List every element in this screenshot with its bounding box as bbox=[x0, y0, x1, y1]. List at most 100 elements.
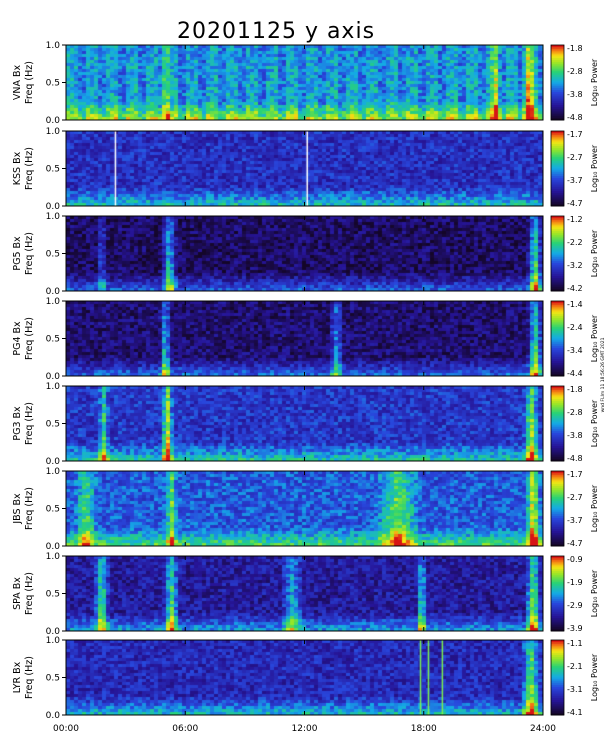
colorbar-segment bbox=[551, 616, 564, 619]
colorbar-segment bbox=[551, 255, 564, 258]
colorbar-label: Log₁₀ Power bbox=[590, 58, 599, 106]
colorbar-segment bbox=[551, 242, 564, 245]
colorbar-segment bbox=[551, 474, 564, 478]
colorbar-segment bbox=[551, 572, 564, 576]
y-axis-unit: Freq (Hz) bbox=[24, 147, 35, 190]
y-tick-label: 0.0 bbox=[46, 711, 61, 721]
colorbar-segment bbox=[551, 140, 564, 143]
colorbar-segment bbox=[551, 342, 564, 345]
colorbar-segment bbox=[551, 84, 564, 87]
y-axis-unit: Freq (Hz) bbox=[24, 572, 35, 615]
colorbar-segment bbox=[551, 519, 564, 523]
colorbar-segment bbox=[551, 58, 564, 61]
colorbar-segment bbox=[551, 54, 564, 57]
colorbar-segment bbox=[551, 101, 564, 104]
colorbar-segment bbox=[551, 711, 564, 714]
colorbar-segment bbox=[551, 249, 564, 253]
colorbar-segment bbox=[551, 166, 564, 169]
colorbar-segment bbox=[551, 471, 564, 474]
colorbar-segment bbox=[551, 276, 564, 279]
colorbar-segment bbox=[551, 67, 564, 70]
colorbar-segment bbox=[551, 253, 564, 256]
colorbar-segment bbox=[551, 240, 564, 243]
colorbar-segment bbox=[551, 707, 564, 710]
colorbar-segment bbox=[551, 501, 564, 504]
colorbar-segment bbox=[551, 56, 564, 59]
colorbar-tick-label: -3.9 bbox=[567, 624, 583, 633]
colorbar-segment bbox=[551, 393, 564, 396]
colorbar-tick-label: -1.8 bbox=[567, 385, 583, 394]
y-tick-label: 1.0 bbox=[46, 552, 61, 562]
colorbar-segment bbox=[551, 683, 564, 686]
y-tick-label: 0.0 bbox=[46, 542, 61, 552]
colorbar-segment bbox=[551, 159, 564, 162]
colorbar-segment bbox=[551, 619, 564, 623]
colorbar-segment bbox=[551, 531, 564, 534]
panel-spa: 0.0 0.5 1.0 SPA Bx Freq (Hz) -0.9 -1.9 -2.9 -3.9… bbox=[12, 552, 599, 637]
colorbar-segment bbox=[551, 277, 564, 281]
colorbar-segment bbox=[551, 131, 564, 134]
colorbar-segment bbox=[551, 567, 564, 570]
colorbar-tick-label: -0.9 bbox=[567, 555, 583, 564]
colorbar-segment bbox=[551, 700, 564, 703]
colorbar-segment bbox=[551, 287, 564, 290]
colorbar-segment bbox=[551, 95, 564, 98]
y-tick-label: 0.0 bbox=[46, 627, 61, 637]
colorbar-segment bbox=[551, 438, 564, 441]
colorbar-segment bbox=[551, 99, 564, 102]
colorbar-segment bbox=[551, 283, 564, 286]
colorbar-segment bbox=[551, 587, 564, 591]
y-tick-label: 0.5 bbox=[46, 165, 60, 175]
colorbar-segment bbox=[551, 434, 564, 438]
colorbar-segment bbox=[551, 312, 564, 315]
colorbar-segment bbox=[551, 666, 564, 669]
colorbar-segment bbox=[551, 649, 564, 652]
colorbar-segment bbox=[551, 647, 564, 650]
colorbar-segment bbox=[551, 586, 564, 589]
panel-kss: 0.0 0.5 1.0 KSS Bx Freq (Hz) -1.7 -2.7 -3.7 -4.7… bbox=[12, 127, 599, 212]
station-label: LYR Bx bbox=[12, 661, 23, 693]
colorbar-segment bbox=[551, 653, 564, 656]
colorbar-segment bbox=[551, 476, 564, 479]
colorbar-segment bbox=[551, 194, 564, 198]
colorbar-segment bbox=[551, 621, 564, 624]
y-tick-label: 0.0 bbox=[46, 457, 61, 467]
colorbar-segment bbox=[551, 402, 564, 406]
colorbar-segment bbox=[551, 351, 564, 354]
colorbar-segment bbox=[551, 489, 564, 493]
colorbar-segment bbox=[551, 559, 564, 563]
colorbar-segment bbox=[551, 90, 564, 93]
colorbar-segment bbox=[551, 225, 564, 228]
station-label: PG3 Bx bbox=[12, 406, 23, 441]
colorbar-segment bbox=[551, 93, 564, 97]
y-tick-label: 0.0 bbox=[46, 372, 61, 382]
colorbar-segment bbox=[551, 612, 564, 615]
y-tick-label: 0.5 bbox=[46, 590, 60, 600]
colorbar-segment bbox=[551, 544, 564, 547]
colorbar-tick-label: -1.4 bbox=[567, 300, 583, 309]
colorbar-segment bbox=[551, 671, 564, 675]
colorbar-segment bbox=[551, 327, 564, 330]
colorbar-segment bbox=[551, 625, 564, 628]
colorbar-segment bbox=[551, 425, 564, 428]
colorbar: -1.8 -2.8 -3.8 -4.8 Log₁₀ Power bbox=[550, 44, 599, 122]
colorbar-tick-label: -2.2 bbox=[567, 238, 583, 247]
colorbar-tick-label: -1.7 bbox=[567, 130, 583, 139]
y-tick-label: 0.0 bbox=[46, 202, 61, 212]
x-tick-label: 00:00 bbox=[53, 724, 79, 734]
panel-pg5: 0.0 0.5 1.0 PG5 Bx Freq (Hz) -1.2 -2.2 -3.2 -4.2… bbox=[12, 212, 599, 297]
colorbar-segment bbox=[551, 713, 564, 716]
colorbar-segment bbox=[551, 202, 564, 205]
colorbar-segment bbox=[551, 200, 564, 203]
panel-jbs: 0.0 0.5 1.0 JBS Bx Freq (Hz) -1.7 -2.7 -3.7 -4.7… bbox=[12, 467, 599, 552]
colorbar-segment bbox=[551, 457, 564, 460]
colorbar-segment bbox=[551, 308, 564, 311]
colorbar-tick-label: -4.2 bbox=[567, 284, 583, 293]
y-tick-label: 1.0 bbox=[46, 467, 61, 477]
station-label: VNA Bx bbox=[12, 64, 23, 100]
colorbar-label: Log₁₀ Power bbox=[590, 653, 599, 701]
colorbar-segment bbox=[551, 617, 564, 621]
colorbar-segment bbox=[551, 314, 564, 317]
colorbar-tick-label: -2.9 bbox=[567, 601, 583, 610]
colorbar-segment bbox=[551, 387, 564, 391]
